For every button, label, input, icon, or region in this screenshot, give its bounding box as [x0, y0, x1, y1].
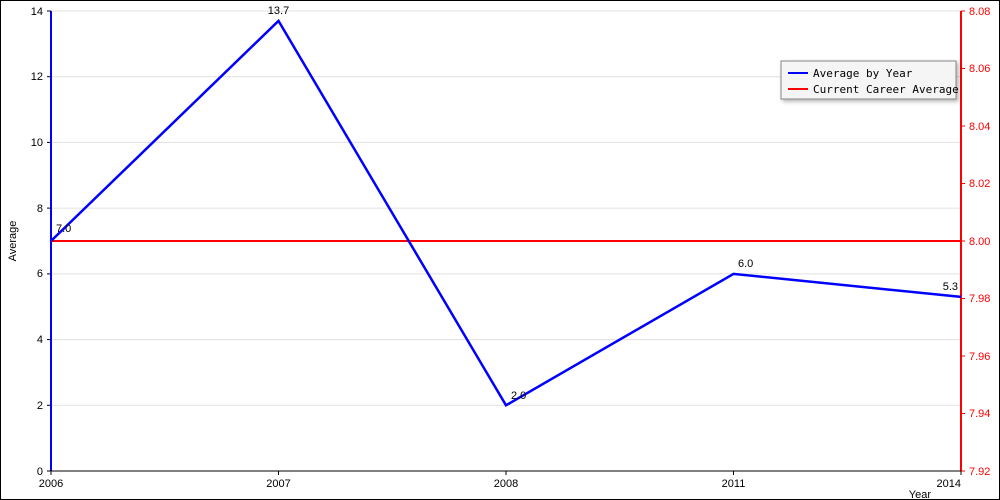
chart-container: 0 2 4 6 8 10 12 14 Average 7.92 7.94 7.9…: [0, 0, 1000, 500]
x-tick-3: 2011: [722, 478, 746, 490]
y-axis-right-ticks: 7.92 7.94 7.96 7.98 8.00 8.02 8.04 8.06 …: [961, 6, 990, 478]
data-label-1: 13.7: [268, 5, 289, 17]
y-left-tick-12: 12: [31, 71, 43, 83]
y-axis-left-ticks: 0 2 4 6 8 10 12 14: [31, 6, 51, 478]
y-right-tick-3: 7.98: [969, 293, 990, 305]
y-right-tick-5: 8.02: [969, 178, 990, 190]
x-tick-4: 2014: [937, 478, 961, 490]
x-tick-2: 2008: [494, 478, 518, 490]
x-tick-1: 2007: [266, 478, 290, 490]
y-right-tick-4: 8.00: [969, 236, 990, 248]
x-tick-0: 2006: [39, 478, 63, 490]
data-label-0: 7.0: [56, 223, 71, 235]
y-left-tick-6: 6: [37, 268, 43, 280]
y-left-tick-4: 4: [37, 334, 43, 346]
data-label-2: 2.0: [511, 390, 526, 402]
y-right-tick-6: 8.04: [969, 121, 990, 133]
y-right-tick-0: 7.92: [969, 466, 990, 478]
y-left-tick-2: 2: [37, 400, 43, 412]
y-left-tick-0: 0: [37, 466, 43, 478]
data-label-3: 6.0: [738, 258, 753, 270]
legend-item-1: Current Career Average: [813, 83, 959, 96]
y-right-tick-7: 8.06: [969, 63, 990, 75]
legend-item-0: Average by Year: [813, 67, 913, 80]
data-label-4: 5.3: [943, 281, 958, 293]
y-right-tick-8: 8.08: [969, 6, 990, 18]
legend: Average by Year Current Career Average: [781, 61, 959, 99]
y-right-tick-1: 7.94: [969, 408, 990, 420]
x-axis-ticks: 2006 2007 2008 2011 2014: [39, 471, 961, 490]
y-left-tick-14: 14: [31, 6, 43, 18]
y-left-tick-8: 8: [37, 203, 43, 215]
y-right-tick-2: 7.96: [969, 351, 990, 363]
chart-svg: 0 2 4 6 8 10 12 14 Average 7.92 7.94 7.9…: [1, 1, 999, 499]
x-axis-title: Year: [909, 489, 932, 499]
y-left-tick-10: 10: [31, 137, 43, 149]
y-axis-left-title: Average: [7, 221, 19, 262]
